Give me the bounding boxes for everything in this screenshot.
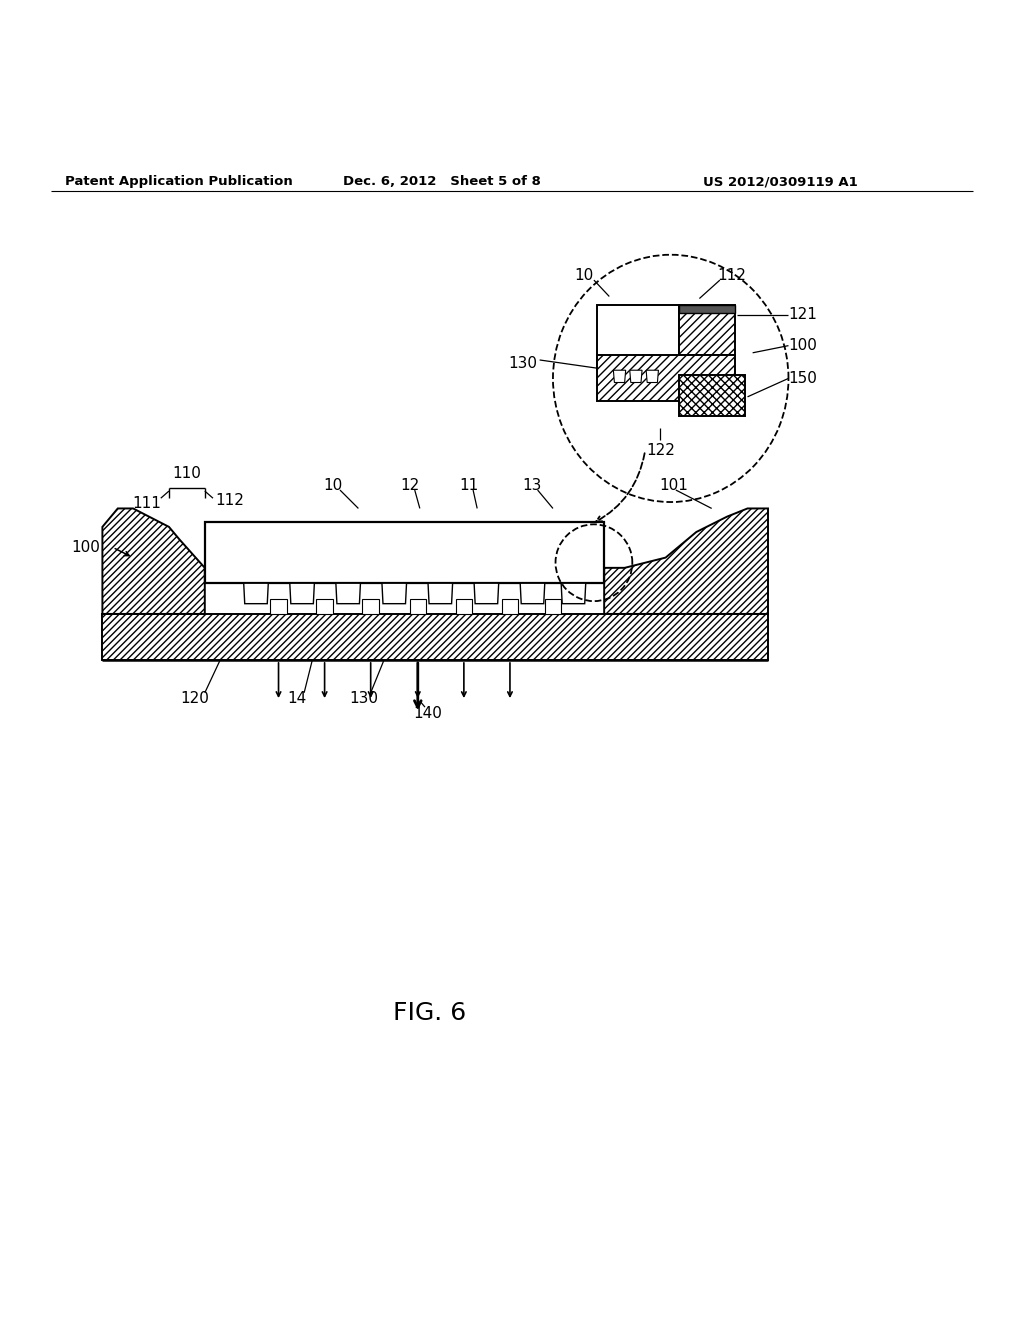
Polygon shape (456, 598, 472, 614)
Polygon shape (205, 521, 604, 583)
Text: 121: 121 (788, 308, 817, 322)
Polygon shape (679, 305, 735, 313)
Polygon shape (679, 305, 735, 355)
Text: 11: 11 (460, 478, 478, 494)
Polygon shape (474, 583, 499, 603)
Text: 150: 150 (788, 371, 817, 385)
Polygon shape (561, 583, 586, 603)
Text: US 2012/0309119 A1: US 2012/0309119 A1 (702, 176, 858, 189)
Polygon shape (244, 583, 268, 603)
Polygon shape (679, 375, 745, 416)
Text: 13: 13 (523, 478, 542, 494)
Text: 112: 112 (215, 492, 244, 508)
Polygon shape (597, 305, 679, 370)
Text: 140: 140 (414, 706, 442, 721)
Polygon shape (270, 598, 287, 614)
Text: 120: 120 (180, 692, 209, 706)
Text: 130: 130 (349, 692, 378, 706)
Polygon shape (316, 598, 333, 614)
Polygon shape (604, 508, 768, 614)
Text: 10: 10 (574, 268, 593, 284)
Polygon shape (290, 583, 314, 603)
Polygon shape (336, 583, 360, 603)
Text: FIG. 6: FIG. 6 (393, 1002, 467, 1026)
Text: 12: 12 (400, 478, 419, 494)
Text: 14: 14 (288, 692, 306, 706)
Polygon shape (613, 370, 626, 383)
Text: Patent Application Publication: Patent Application Publication (66, 176, 293, 189)
Polygon shape (428, 583, 453, 603)
Text: 10: 10 (324, 478, 342, 494)
Text: Dec. 6, 2012   Sheet 5 of 8: Dec. 6, 2012 Sheet 5 of 8 (343, 176, 542, 189)
Polygon shape (520, 583, 545, 603)
Text: 122: 122 (646, 442, 675, 458)
Text: 100: 100 (72, 540, 100, 554)
Text: 111: 111 (132, 496, 161, 511)
Polygon shape (502, 598, 518, 614)
Text: 100: 100 (788, 338, 817, 354)
Polygon shape (646, 370, 658, 383)
Text: 101: 101 (659, 478, 688, 494)
Polygon shape (630, 370, 642, 383)
Text: 112: 112 (718, 268, 746, 284)
Polygon shape (597, 355, 735, 401)
Polygon shape (410, 598, 426, 614)
Polygon shape (545, 598, 561, 614)
Polygon shape (102, 614, 768, 660)
Polygon shape (362, 598, 379, 614)
Polygon shape (382, 583, 407, 603)
Text: 110: 110 (172, 466, 202, 480)
Polygon shape (102, 508, 205, 614)
Text: 130: 130 (509, 355, 538, 371)
